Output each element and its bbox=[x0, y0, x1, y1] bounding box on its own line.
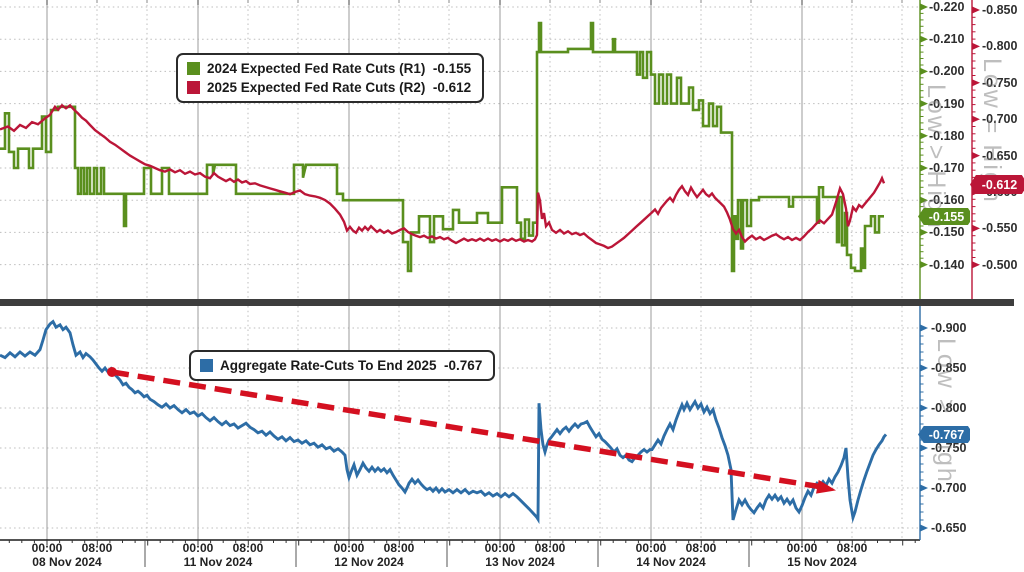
b1-tick-arrow-icon bbox=[920, 524, 928, 532]
r1-last-value-badge: -0.155 bbox=[918, 208, 970, 225]
b1-tick-arrow-icon bbox=[920, 484, 928, 492]
r1-tick-arrow-icon bbox=[920, 100, 928, 108]
r2-tick-arrow-icon bbox=[972, 261, 980, 269]
legend-label: 2025 Expected Fed Rate Cuts (R2) -0.612 bbox=[207, 80, 472, 95]
b1-last-value-badge: -0.767 bbox=[918, 426, 970, 443]
r1-tick-arrow-icon bbox=[920, 67, 928, 75]
bottom-panel-legend: Aggregate Rate-Cuts To End 2025 -0.767 bbox=[189, 350, 496, 381]
legend-item-2024-cuts: 2024 Expected Fed Rate Cuts (R1) -0.155 bbox=[187, 59, 471, 78]
r1-tick-arrow-icon bbox=[920, 196, 928, 204]
b1-axis-watermark: Low > High bbox=[932, 338, 960, 484]
r2-tick-arrow-icon bbox=[972, 79, 980, 87]
trend-arrow-line bbox=[111, 369, 819, 490]
legend-label: Aggregate Rate-Cuts To End 2025 -0.767 bbox=[220, 358, 483, 373]
r1-tick-arrow-icon bbox=[920, 261, 928, 269]
top-panel-legend: 2024 Expected Fed Rate Cuts (R1) -0.155 … bbox=[176, 53, 485, 103]
panel-separator bbox=[0, 299, 1014, 306]
r1-tick-arrow-icon bbox=[920, 3, 928, 11]
r1-tick-arrow-icon bbox=[920, 132, 928, 140]
r1-axis-watermark: Low > High bbox=[922, 84, 950, 230]
r2-tick-arrow-icon bbox=[972, 224, 980, 232]
series-line-b1 bbox=[0, 319, 888, 525]
red-series-swatch-icon bbox=[187, 81, 200, 94]
series-line-r1 bbox=[0, 21, 884, 273]
trend-arrow-head-icon bbox=[816, 479, 836, 494]
green-series-swatch-icon bbox=[187, 62, 200, 75]
r2-tick-arrow-icon bbox=[972, 42, 980, 50]
r2-tick-arrow-icon bbox=[972, 6, 980, 14]
b1-tick-arrow-icon bbox=[920, 444, 928, 452]
r1-tick-arrow-icon bbox=[920, 164, 928, 172]
legend-item-aggregate-cuts: Aggregate Rate-Cuts To End 2025 -0.767 bbox=[200, 356, 482, 375]
r1-tick-arrow-icon bbox=[920, 228, 928, 236]
series-line-r2 bbox=[0, 103, 886, 250]
b1-tick-arrow-icon bbox=[920, 324, 928, 332]
r2-tick-arrow-icon bbox=[972, 115, 980, 123]
b1-tick-arrow-icon bbox=[920, 404, 928, 412]
blue-series-swatch-icon bbox=[200, 359, 213, 372]
r1-tick-arrow-icon bbox=[920, 35, 928, 43]
r2-last-value-badge: -0.612 bbox=[970, 175, 1024, 194]
b1-tick-arrow-icon bbox=[920, 364, 928, 372]
legend-item-2025-cuts: 2025 Expected Fed Rate Cuts (R2) -0.612 bbox=[187, 78, 471, 97]
legend-label: 2024 Expected Fed Rate Cuts (R1) -0.155 bbox=[207, 61, 472, 76]
r2-tick-arrow-icon bbox=[972, 152, 980, 160]
